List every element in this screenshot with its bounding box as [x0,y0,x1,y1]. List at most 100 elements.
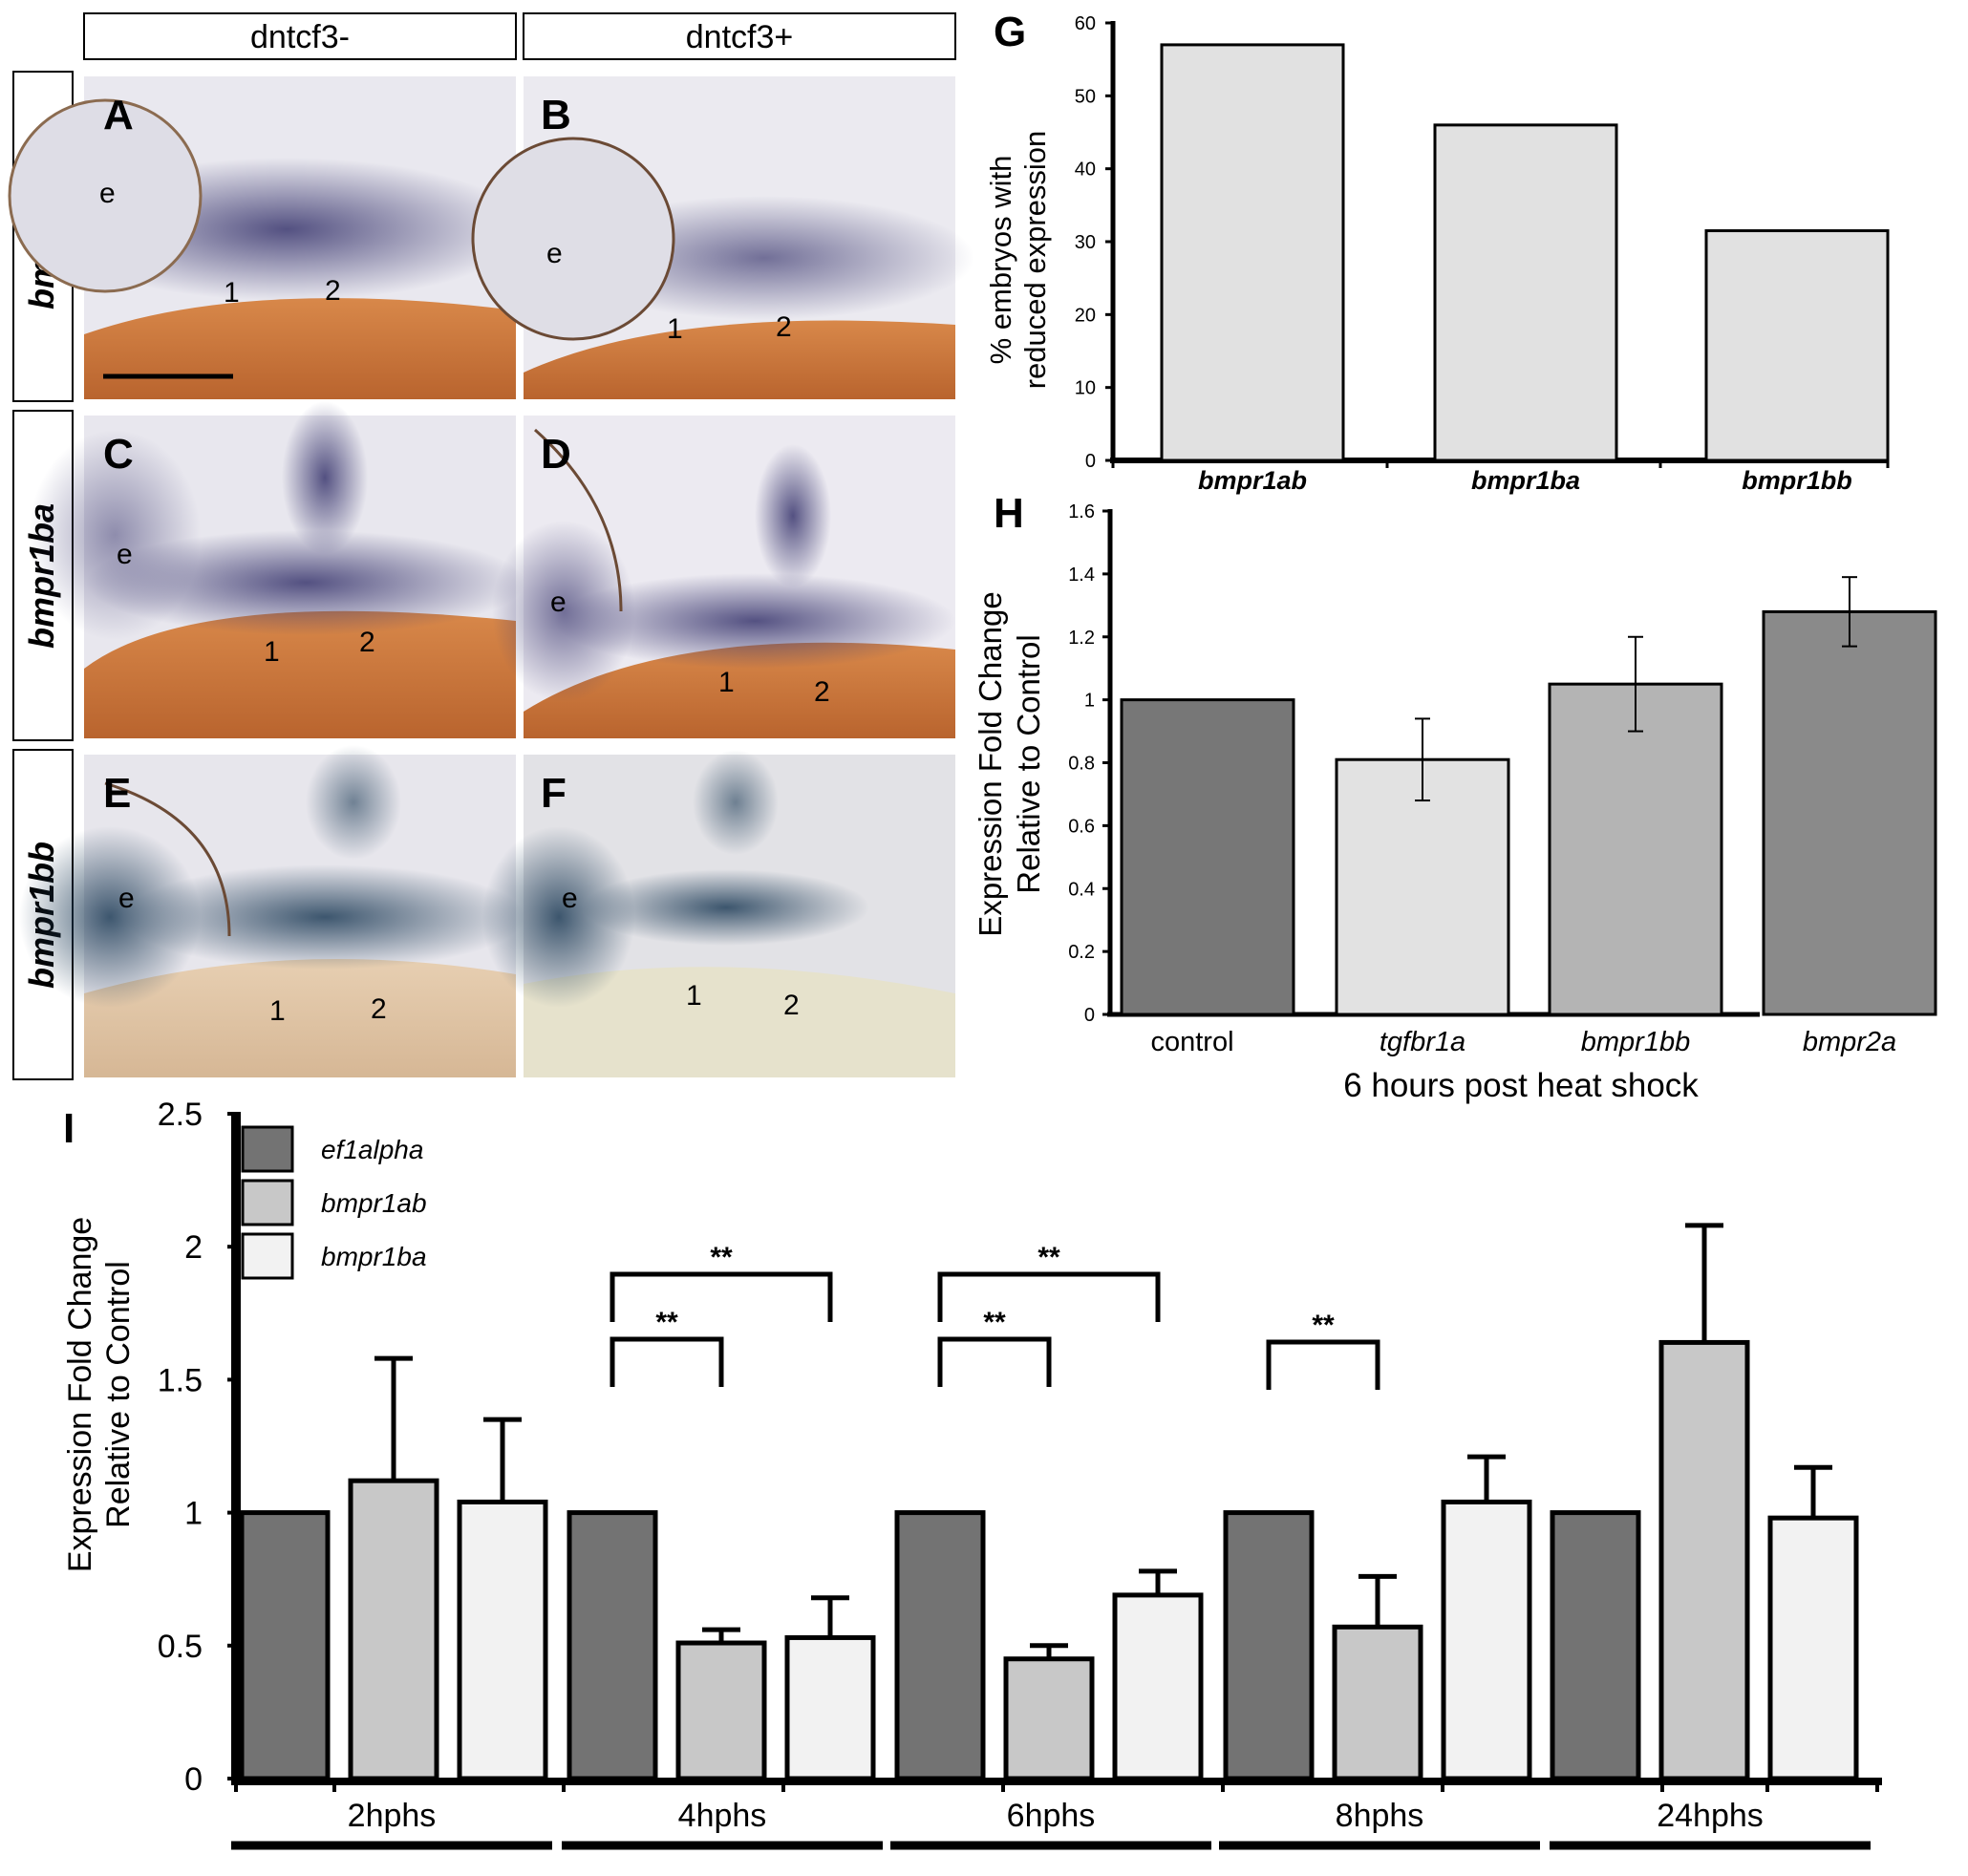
y-tick-label: 10 [1075,378,1096,399]
y-tick-label: 0 [1084,1005,1095,1026]
micrograph-panel-f: F e 1 2 [482,750,955,1077]
x-tick-label: 24hphs [1657,1798,1764,1834]
panel-letter-c: C [103,431,134,478]
arch1-label: 1 [667,313,683,345]
legend-swatch-bmpr1ba [241,1232,294,1280]
column-header-box-right [523,12,956,60]
bar-ef1alpha-24hphs [1550,1510,1641,1781]
bar-ef1alpha-8hphs [1223,1510,1315,1781]
eye-label: e [546,238,563,269]
x-tick-label: 4hphs [678,1798,767,1834]
eye-label: e [118,883,135,914]
panel-letter-d: D [541,431,571,478]
arch1-label: 1 [686,980,702,1012]
bar-ef1alpha-2hphs [239,1510,331,1781]
y-tick-label: 1.6 [1068,501,1095,522]
bar-bmpr1bb [1704,229,1890,462]
significance-bracket [1266,1339,1380,1390]
y-axis-label-line-1: Expression Fold Change [62,1217,98,1572]
x-tick-label: bmpr2a [1803,1027,1896,1057]
arch1-label: 1 [718,667,735,698]
chart-h: H Expression Fold Change Relative to Con… [973,490,1937,1104]
y-axis-label-line-2: Relative to Control [1011,634,1046,893]
panel-letter-g: G [994,9,1026,55]
y-axis-label-line-1: % embryos with [984,156,1017,365]
arch1-label: 1 [224,277,240,309]
panel-letter-e: E [103,770,131,817]
bar-bmpr1ba-4hphs [784,1634,876,1781]
x-tick-label: 2hphs [348,1798,437,1834]
significance-bracket [610,1336,724,1387]
eye-label: e [117,539,133,570]
bar-bmpr1ba-8hphs [1441,1499,1532,1781]
micrograph-panel-c: C e 1 2 [29,401,525,738]
bar-bmpr1ba-2hphs [457,1499,548,1781]
eye-label: e [99,178,116,209]
bar-bmpr1ba-24hphs [1767,1515,1859,1781]
bar-bmpr1ab-6hphs [1003,1656,1095,1781]
arch2-label: 2 [359,627,375,658]
x-tick-label: bmpr1ab [1198,466,1307,495]
micrograph-panel-a: A e 1 2 [8,76,525,399]
significance-bracket [937,1336,1052,1387]
x-tick-label: control [1150,1027,1233,1057]
y-tick-label: 0.6 [1068,816,1095,837]
y-tick-label: 1 [1084,691,1095,712]
panel-letter-a: A [103,92,134,139]
y-tick-label: 0.5 [158,1629,203,1665]
y-tick-label: 50 [1075,86,1096,107]
arch2-label: 2 [371,993,387,1025]
y-tick-label: 0 [184,1761,203,1798]
y-axis-label-line-2: Relative to Control [100,1261,137,1528]
legend: ef1alpha bmpr1ab bmpr1ba [241,1125,427,1280]
panel-letter-h: H [994,490,1024,537]
x-axis-label: 6 hours post heat shock [1343,1067,1699,1104]
panel-letter-i: I [63,1105,75,1152]
legend-label: bmpr1ba [321,1242,427,1271]
legend-swatch-ef1alpha [241,1125,294,1173]
bar-bmpr1ab [1160,43,1345,462]
arch2-label: 2 [325,275,341,307]
eye-label: e [550,586,567,618]
y-tick-label: 1.2 [1068,628,1095,649]
arch2-label: 2 [776,311,792,343]
y-tick-label: 2.5 [158,1097,203,1133]
x-tick-label: bmpr1bb [1742,466,1852,495]
bar-bmpr1ab-2hphs [348,1478,439,1781]
y-tick-label: 0 [1085,451,1096,472]
column-header-right: dntcf3+ [686,19,793,55]
bar-bmpr1ba-6hphs [1112,1592,1204,1781]
column-header-box-left [83,12,517,60]
column-header-left: dntcf3- [250,19,350,55]
significance-marker: ** [710,1242,733,1273]
significance-bracket [610,1271,833,1322]
x-tick-label: bmpr1bb [1581,1027,1690,1057]
significance-marker: ** [1312,1310,1335,1341]
bar-bmpr1ab-4hphs [675,1640,767,1781]
y-tick-label: 60 [1075,13,1096,34]
eye-label: e [562,883,578,914]
panel-letter-f: F [541,770,567,817]
legend-label: bmpr1ab [321,1188,427,1218]
arch1-label: 1 [269,995,286,1027]
x-tick-label: tgfbr1a [1380,1027,1465,1057]
significance-marker: ** [1037,1242,1060,1273]
chart-i: I Expression Fold Change Relative to Con… [62,1097,1882,1850]
bar-tgfbr1a [1335,757,1510,1016]
panel-letter-b: B [541,92,571,139]
bar-bmpr1ab-8hphs [1332,1624,1423,1781]
y-axis-label-line-1: Expression Fold Change [973,591,1008,936]
micrograph-panel-d: D e 1 2 [492,416,955,738]
legend-swatch-bmpr1ab [241,1179,294,1226]
y-axis-label-line-2: reduced expression [1018,131,1052,390]
bar-bmpr1ab-24hphs [1658,1339,1750,1781]
bar-bmpr1bb [1548,682,1723,1016]
arch1-label: 1 [264,636,280,668]
micrograph-panel-b: B e 1 2 [471,76,974,399]
arch2-label: 2 [783,990,800,1021]
significance-marker: ** [655,1307,678,1338]
y-tick-label: 1.4 [1068,565,1095,586]
legend-label: ef1alpha [321,1135,423,1164]
y-tick-label: 40 [1075,160,1096,181]
